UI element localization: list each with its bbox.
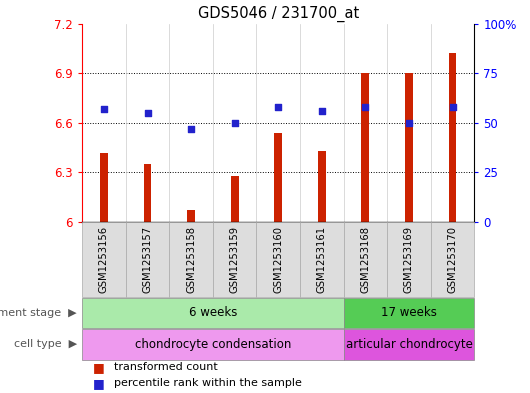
Bar [213, 222, 257, 297]
Point [448, 104, 457, 110]
Bar [82, 222, 126, 297]
Text: GSM1253170: GSM1253170 [447, 226, 457, 293]
Text: GSM1253161: GSM1253161 [317, 226, 327, 293]
Point [187, 126, 196, 132]
Bar [405, 73, 413, 222]
Bar [448, 53, 456, 222]
Bar [100, 152, 108, 222]
Bar [343, 298, 474, 328]
Point [405, 120, 413, 126]
Bar [343, 329, 474, 360]
Text: 17 weeks: 17 weeks [381, 306, 437, 320]
Text: GSM1253168: GSM1253168 [360, 226, 370, 293]
Bar [126, 222, 169, 297]
Bar [82, 298, 343, 328]
Text: GSM1253158: GSM1253158 [186, 226, 196, 293]
Text: ■: ■ [93, 361, 104, 374]
Text: GSM1253169: GSM1253169 [404, 226, 414, 293]
Point [361, 104, 369, 110]
Bar [300, 222, 343, 297]
Bar [144, 164, 152, 222]
Text: cell type  ▶: cell type ▶ [14, 339, 77, 349]
Bar [361, 73, 369, 222]
Text: 6 weeks: 6 weeks [189, 306, 237, 320]
Bar [257, 222, 300, 297]
Bar [231, 176, 239, 222]
Text: percentile rank within the sample: percentile rank within the sample [114, 378, 302, 388]
Text: articular chondrocyte: articular chondrocyte [346, 338, 472, 351]
Bar [318, 151, 326, 222]
Bar [343, 222, 387, 297]
Bar [431, 222, 474, 297]
Text: GSM1253156: GSM1253156 [99, 226, 109, 293]
Text: transformed count: transformed count [114, 362, 218, 373]
Point [317, 108, 326, 114]
Bar [387, 222, 431, 297]
Text: GSM1253157: GSM1253157 [143, 226, 153, 293]
Point [274, 104, 282, 110]
Text: chondrocyte condensation: chondrocyte condensation [135, 338, 291, 351]
Bar [169, 222, 213, 297]
Point [100, 106, 108, 112]
Title: GDS5046 / 231700_at: GDS5046 / 231700_at [198, 6, 359, 22]
Text: development stage  ▶: development stage ▶ [0, 308, 77, 318]
Bar [82, 329, 343, 360]
Bar [187, 211, 195, 222]
Bar [275, 133, 282, 222]
Point [231, 120, 239, 126]
Text: GSM1253159: GSM1253159 [229, 226, 240, 293]
Text: ■: ■ [93, 376, 104, 390]
Point [143, 110, 152, 116]
Text: GSM1253160: GSM1253160 [273, 226, 283, 293]
